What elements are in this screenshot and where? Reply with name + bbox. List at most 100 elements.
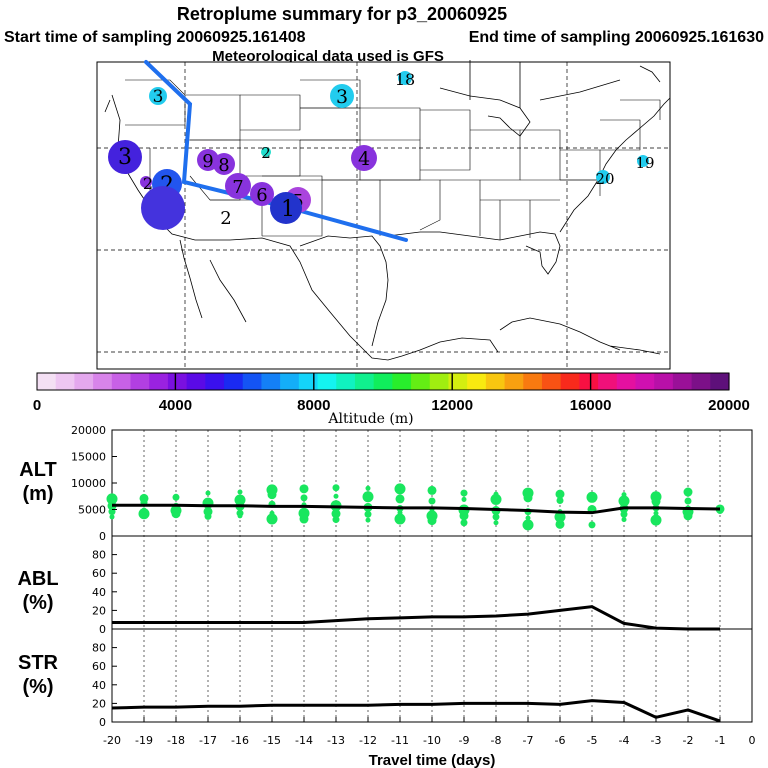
alt-scatter-point (492, 513, 500, 521)
colorbar-cell (93, 373, 113, 390)
x-tick-label: -15 (263, 734, 281, 747)
x-tick-label: -18 (167, 734, 185, 747)
alt-scatter-point (109, 514, 115, 520)
colorbar-cell (205, 373, 225, 390)
cluster-marker: 3 (149, 87, 167, 107)
colorbar-cell (298, 373, 319, 390)
colorbar-cell (354, 373, 375, 390)
cluster-marker: 8 (213, 153, 235, 176)
colorbar-tick-label: 20000 (708, 397, 750, 414)
colorbar-cell (560, 373, 580, 390)
colorbar-cell (373, 373, 393, 390)
cluster-label: 6 (256, 185, 267, 206)
alt-scatter-point (461, 496, 467, 502)
y-tick-label: 80 (92, 549, 106, 562)
alt-scatter-point (460, 519, 468, 527)
alt-scatter-point (618, 495, 630, 507)
alt-scatter-point (266, 513, 278, 525)
cluster-marker (141, 186, 185, 230)
str-label: STR (18, 652, 59, 674)
x-tick-label: -11 (391, 734, 409, 747)
alt-scatter-point (172, 493, 180, 501)
alt-scatter-point (650, 514, 662, 526)
colorbar-cell (261, 373, 281, 390)
colorbar-cell (691, 373, 711, 390)
map-frame (96, 61, 671, 370)
met-data-source: Meteorological data used is GFS (212, 48, 444, 65)
abl-line (112, 605, 720, 631)
sampling-start-time: Start time of sampling 20060925.161408 (4, 29, 306, 46)
alt-scatter-point (427, 485, 437, 495)
cluster-label: 3 (153, 87, 164, 107)
alt-scatter-point (522, 519, 534, 531)
cluster-circle (261, 147, 271, 157)
y-tick-label: 60 (92, 660, 106, 673)
cluster-circle (141, 186, 185, 230)
alt-scatter-point (332, 484, 340, 492)
alt-scatter-point (493, 520, 499, 526)
cluster-marker: 18 (395, 70, 415, 89)
cluster-label: 20 (595, 170, 614, 188)
alt-unit: (m) (22, 483, 53, 505)
colorbar-cell (55, 373, 76, 390)
cluster-marker: 3 (108, 140, 142, 174)
cluster-circle (330, 84, 354, 108)
alt-scatter-point (365, 517, 371, 523)
y-tick-label: 20 (92, 697, 106, 710)
alt-scatter-point (426, 510, 438, 522)
alt-scatter-point (525, 515, 531, 521)
colorbar-tick-label: 0 (33, 397, 41, 414)
alt-scatter-point (365, 485, 371, 491)
cluster-circle (108, 140, 142, 174)
x-tick-label: -10 (423, 734, 441, 747)
alt-scatter-point (394, 483, 406, 495)
x-tick-label: -4 (619, 734, 630, 747)
alt-scatter-point (460, 489, 468, 497)
alt-scatter-point (237, 489, 243, 495)
alt-scatter-point (364, 510, 372, 518)
cluster-label: 3 (118, 145, 132, 170)
alt-scatter-point (333, 493, 339, 499)
colorbar-cell (579, 373, 599, 390)
cluster-circle (270, 192, 302, 224)
cluster-label: 7 (232, 177, 243, 198)
x-tick-label: -14 (295, 734, 313, 747)
cluster-marker: 2 (140, 174, 153, 193)
x-tick-label: -13 (327, 734, 345, 747)
x-tick-label: -16 (231, 734, 249, 747)
cluster-marker: 4 (351, 145, 377, 171)
cluster-marker: 19 (635, 154, 654, 172)
alt-scatter-point (106, 493, 118, 505)
alt-scatter-point (234, 494, 246, 506)
cluster-label: 8 (218, 155, 229, 176)
sampling-end-time: End time of sampling 20060925.161630 (469, 29, 764, 46)
alt-scatter-point (394, 513, 406, 525)
colorbar-cell (186, 373, 206, 390)
colorbar-cell (149, 373, 169, 390)
cluster-circle (596, 170, 610, 184)
colorbar-tick-label: 8000 (297, 397, 330, 414)
x-tick-label: -7 (523, 734, 534, 747)
str-line (111, 699, 721, 723)
abl-label: ABL (17, 568, 58, 590)
alt-scatter-point (170, 505, 182, 517)
x-tick-label: -17 (199, 734, 217, 747)
cluster-label: 9 (202, 151, 213, 172)
alt-scatter-point (299, 484, 309, 494)
x-tick-label: -1 (715, 734, 726, 747)
y-tick-label: 10000 (71, 477, 106, 490)
cluster-label: 2 (261, 144, 271, 162)
y-tick-label: 20 (92, 604, 106, 617)
cluster-label: 2 (143, 174, 153, 193)
alt-scatter-point (266, 484, 278, 496)
y-tick-label: 20000 (71, 424, 106, 437)
y-tick-label: 15000 (71, 451, 106, 464)
cluster-marker: 2 (220, 208, 231, 229)
colorbar-cell (429, 373, 450, 390)
cluster-circle (398, 71, 412, 85)
colorbar-cell (467, 373, 487, 390)
colorbar-tick-label: 16000 (570, 397, 612, 414)
colorbar-cell (523, 373, 543, 390)
colorbar-cell (336, 373, 356, 390)
colorbar-cell (317, 373, 337, 390)
